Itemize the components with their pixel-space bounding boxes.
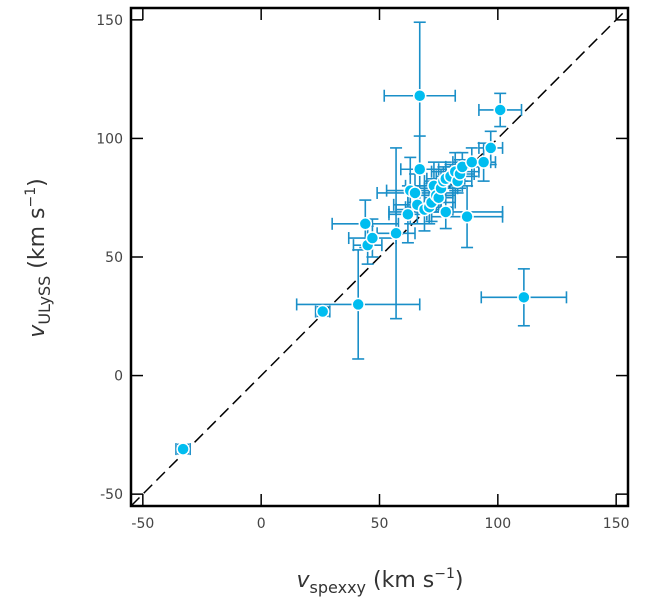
data-point — [351, 297, 365, 312]
data-point — [408, 186, 422, 200]
data-point — [483, 141, 498, 155]
y-tick-label: 0 — [114, 369, 123, 385]
data-point — [460, 209, 474, 224]
x-tick-label: 150 — [603, 516, 630, 532]
x-axis-label-sup: −1 — [434, 566, 455, 582]
x-axis-label-close: ) — [455, 568, 464, 593]
x-tick-label: 50 — [371, 516, 389, 532]
x-tick-label: 100 — [484, 516, 511, 532]
data-point — [401, 207, 415, 222]
chart-axes: -50 0 50 100 150 -50 0 50 100 150 — [96, 6, 630, 532]
x-tick-label: -50 — [131, 516, 154, 532]
data-point — [465, 155, 479, 169]
data-point — [493, 103, 507, 117]
y-tick-label: -50 — [100, 487, 123, 503]
data-point — [358, 217, 373, 231]
data-point — [176, 442, 190, 456]
y-axis-label: vULySS (km s−1) — [23, 178, 54, 337]
y-tick-label: 150 — [96, 13, 123, 29]
y-axis-label-sup: −1 — [23, 187, 39, 208]
data-point — [439, 205, 453, 219]
x-axis-label-unit — [366, 568, 373, 593]
x-tick-label: 0 — [257, 516, 266, 532]
data-point — [476, 155, 491, 169]
x-axis-label-sub: spexxy — [310, 578, 366, 597]
chart-marks — [130, 7, 629, 507]
x-axis-label-var: v — [297, 568, 311, 593]
data-point — [365, 231, 380, 245]
identity-reference-line — [130, 7, 629, 507]
x-axis-label-unit-text: (km s — [373, 568, 434, 593]
y-tick-label: 50 — [105, 250, 123, 266]
data-point — [389, 226, 403, 241]
data-point — [517, 290, 531, 305]
data-point — [315, 304, 330, 319]
data-point — [412, 88, 427, 103]
y-axis-label-close: ) — [25, 178, 50, 187]
y-axis-label-unit-text: (km s — [25, 208, 50, 269]
y-axis-label-var: v — [25, 324, 50, 338]
y-axis-label-space — [25, 269, 50, 276]
data-point — [412, 162, 427, 177]
y-tick-label: 100 — [96, 131, 123, 147]
x-axis-label: vspexxy (km s−1) — [297, 566, 464, 597]
y-axis-label-sub: ULySS — [35, 276, 54, 325]
